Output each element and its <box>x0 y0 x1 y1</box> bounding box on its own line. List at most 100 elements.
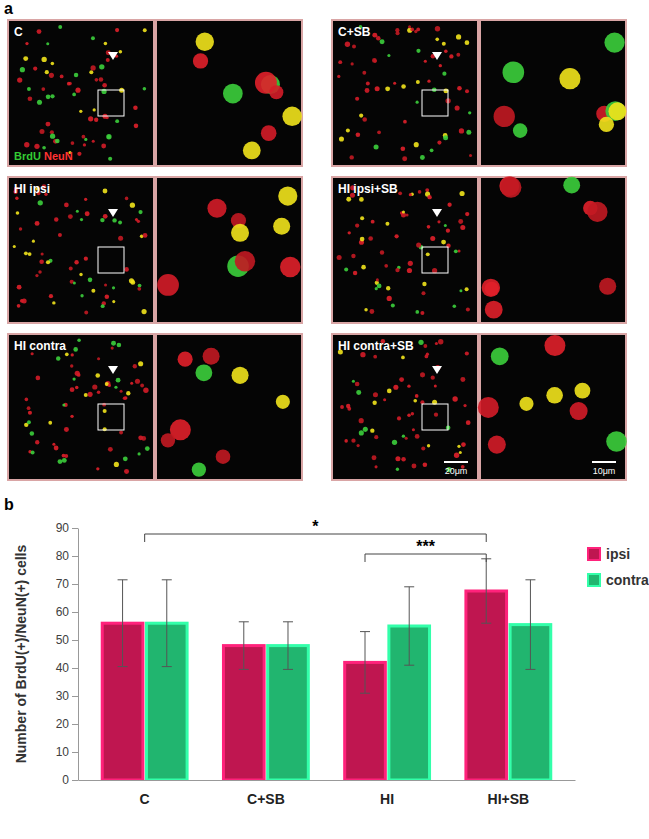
cell <box>465 351 469 355</box>
cell <box>437 220 440 223</box>
cell <box>356 444 359 447</box>
cell <box>338 60 342 64</box>
cell <box>106 58 110 62</box>
legend-swatch <box>588 548 600 560</box>
cell <box>24 142 29 147</box>
y-tick-label: 30 <box>56 689 70 703</box>
x-tick-label: HI+SB <box>488 791 530 807</box>
cell <box>134 124 139 129</box>
cell <box>491 347 509 365</box>
cell <box>138 452 141 455</box>
significance-label: *** <box>416 538 435 555</box>
error-bar-cap <box>360 693 370 694</box>
arrowhead <box>432 52 442 60</box>
cell <box>103 189 108 194</box>
y-tick-mark <box>72 724 78 725</box>
cell <box>104 42 108 46</box>
cell <box>84 138 87 141</box>
cell <box>276 395 290 409</box>
cell <box>420 372 425 377</box>
cell <box>469 154 472 157</box>
cell <box>207 199 226 218</box>
cell <box>411 412 414 415</box>
cell <box>418 190 422 194</box>
image-pair: HI ipsi+SB <box>332 176 626 323</box>
legend-item: contra <box>588 572 649 588</box>
cell <box>430 236 435 241</box>
cell <box>416 49 420 53</box>
cell <box>442 72 446 76</box>
y-tick-mark <box>72 668 78 669</box>
cell <box>393 385 398 390</box>
cell <box>563 177 580 194</box>
y-tick-label: 50 <box>56 633 70 647</box>
zoom-box <box>422 90 448 116</box>
panel-label: a <box>4 0 13 17</box>
cell <box>407 414 411 418</box>
cell <box>51 62 55 66</box>
cell <box>25 42 28 45</box>
cell <box>161 433 175 447</box>
cell <box>50 94 54 98</box>
micrograph <box>480 177 626 323</box>
cell <box>13 245 16 248</box>
error-bar <box>404 587 414 665</box>
error-bar-cap <box>525 669 535 670</box>
cell <box>346 128 350 132</box>
error-bar <box>118 580 128 667</box>
cell <box>77 338 81 342</box>
cell <box>376 278 379 281</box>
cell <box>140 384 144 388</box>
error-bar-cap <box>283 621 293 622</box>
cell <box>64 454 68 458</box>
cell <box>71 353 74 356</box>
cell <box>362 71 366 75</box>
cell <box>46 260 50 264</box>
cell <box>408 261 413 266</box>
x-axis-line <box>79 780 576 781</box>
cell <box>439 64 442 67</box>
y-tick-label: 10 <box>56 745 70 759</box>
cell <box>130 203 135 208</box>
cell <box>203 348 220 365</box>
cell <box>145 446 150 451</box>
y-tick: 20 <box>56 717 78 731</box>
y-tick-mark <box>72 528 78 529</box>
cell <box>415 394 419 398</box>
error-bar <box>162 580 172 667</box>
error-bar-cap <box>118 666 128 667</box>
cell <box>30 431 34 435</box>
error-bar-stem <box>166 580 167 667</box>
cell <box>62 458 67 463</box>
error-bar-cap <box>239 669 249 670</box>
cell <box>458 250 461 253</box>
cell <box>232 367 249 384</box>
cell <box>261 125 277 141</box>
cell <box>370 429 374 433</box>
cell <box>74 260 78 264</box>
arrowhead <box>108 209 118 217</box>
cell <box>278 186 297 205</box>
cell <box>398 191 402 195</box>
cell <box>482 279 500 297</box>
error-bar-stem <box>365 632 366 694</box>
cell <box>105 294 110 299</box>
cell <box>99 64 104 69</box>
cell <box>559 68 580 89</box>
arrowhead <box>108 52 118 60</box>
cell <box>20 67 25 72</box>
cell <box>353 271 357 275</box>
cell <box>71 141 75 145</box>
cell <box>544 335 565 356</box>
cell <box>235 251 255 271</box>
y-tick: 10 <box>56 745 78 759</box>
image-label: C <box>14 25 23 39</box>
cell <box>405 437 408 440</box>
cell <box>352 380 355 383</box>
cell <box>49 294 53 298</box>
cell <box>460 225 465 230</box>
cell <box>93 108 96 111</box>
cell <box>35 221 40 226</box>
image-label: HI ipsi+SB <box>338 182 398 196</box>
error-bar-stem <box>530 580 531 670</box>
